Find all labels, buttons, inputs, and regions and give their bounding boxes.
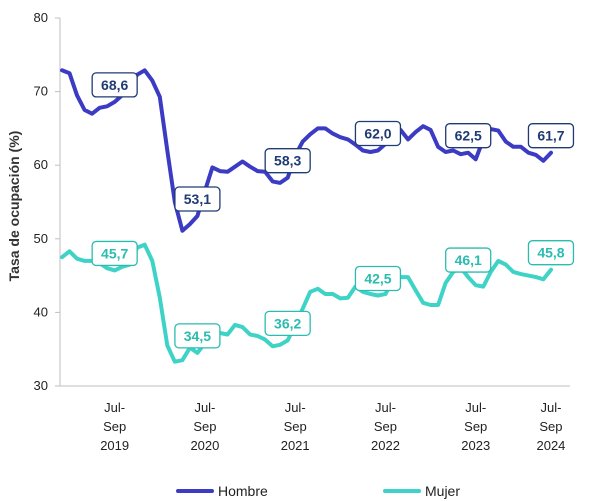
data-label-mujer: 34,5 bbox=[174, 323, 221, 349]
data-label-hombre: 53,1 bbox=[174, 186, 221, 212]
data-label-value: 42,5 bbox=[364, 270, 391, 286]
x-tick-label: Sep bbox=[464, 419, 487, 434]
data-label-mujer: 45,8 bbox=[527, 240, 575, 266]
legend-item-mujer: Mujer bbox=[383, 483, 460, 499]
legend-label: Hombre bbox=[218, 483, 268, 499]
data-label-box bbox=[264, 148, 311, 174]
data-label-hombre: 62,5 bbox=[445, 123, 492, 149]
legend-label: Mujer bbox=[425, 483, 460, 499]
data-label-value: 58,3 bbox=[274, 153, 301, 169]
y-tick-label: 70 bbox=[34, 84, 48, 99]
series-line-mujer bbox=[60, 242, 553, 364]
x-tick-label: 2020 bbox=[190, 438, 219, 453]
x-tick-label: Jul- bbox=[104, 400, 125, 415]
data-label-value: 62,0 bbox=[364, 125, 391, 141]
x-tick-label: Jul- bbox=[465, 400, 486, 415]
axes: 30 40 50 60 70 80 Tasa de ocupación (%) Jul- Sep… bbox=[6, 10, 570, 453]
data-label-value: 34,5 bbox=[184, 328, 211, 344]
x-tick-label: Jul- bbox=[285, 400, 306, 415]
data-label-value: 45,8 bbox=[537, 245, 564, 261]
data-label-box bbox=[445, 247, 492, 273]
data-label-box bbox=[264, 310, 311, 337]
y-tick-label: 60 bbox=[34, 157, 48, 172]
x-tick-label: Sep bbox=[374, 419, 397, 434]
x-tick-label: Sep bbox=[193, 419, 216, 434]
x-tick-label: 2021 bbox=[281, 438, 310, 453]
data-label-box bbox=[174, 186, 221, 212]
data-label-box bbox=[354, 265, 402, 292]
data-label-value: 61,7 bbox=[537, 128, 564, 144]
data-label-mujer: 46,1 bbox=[445, 247, 492, 273]
data-label-mujer: 42,5 bbox=[354, 265, 402, 292]
legend-item-hombre: Hombre bbox=[176, 483, 268, 499]
data-label-value: 68,6 bbox=[101, 77, 128, 93]
data-label-value: 45,7 bbox=[101, 245, 128, 261]
data-label-value: 46,1 bbox=[455, 252, 482, 268]
legend: Hombre Mujer bbox=[176, 483, 460, 499]
data-label-mujer: 45,7 bbox=[91, 240, 138, 267]
data-label-value: 53,1 bbox=[184, 191, 211, 207]
x-tick-label: Jul- bbox=[375, 400, 396, 415]
x-tick-label: 2022 bbox=[371, 438, 400, 453]
data-label-box bbox=[174, 323, 221, 349]
x-tick-label: Sep bbox=[539, 419, 562, 434]
data-label-hombre: 68,6 bbox=[91, 72, 138, 98]
y-tick-label: 40 bbox=[34, 304, 48, 319]
data-label-box bbox=[91, 72, 138, 98]
data-label-box bbox=[527, 123, 575, 149]
x-tick-label: 2024 bbox=[536, 438, 565, 453]
y-tick-label: 30 bbox=[34, 378, 48, 393]
y-tick-label: 80 bbox=[34, 10, 48, 25]
data-label-box bbox=[527, 240, 575, 266]
x-tick-label: 2023 bbox=[461, 438, 490, 453]
series-lines bbox=[60, 68, 553, 364]
x-tick-label: Jul- bbox=[194, 400, 215, 415]
data-label-value: 62,5 bbox=[455, 128, 482, 144]
y-axis-title: Tasa de ocupación (%) bbox=[6, 131, 22, 282]
data-label-hombre: 62,0 bbox=[354, 120, 402, 147]
x-tick-label: Sep bbox=[103, 419, 126, 434]
data-label-hombre: 61,7 bbox=[527, 123, 575, 149]
data-label-box bbox=[445, 123, 492, 149]
data-label-value: 36,2 bbox=[274, 315, 301, 331]
x-tick-label: Sep bbox=[284, 419, 307, 434]
x-tick-label: Jul- bbox=[540, 400, 561, 415]
data-label-mujer: 36,2 bbox=[264, 310, 311, 337]
data-label-box bbox=[91, 240, 138, 267]
data-label-hombre: 58,3 bbox=[264, 148, 311, 174]
y-tick-label: 50 bbox=[34, 231, 48, 246]
data-labels: 68,6 53,1 58,3 62,0 62,5 61,7 45,7 34,5 36,2 42,5… bbox=[91, 72, 575, 349]
series-line-hombre bbox=[60, 68, 553, 233]
data-label-box bbox=[354, 120, 402, 147]
x-tick-label: 2019 bbox=[100, 438, 129, 453]
